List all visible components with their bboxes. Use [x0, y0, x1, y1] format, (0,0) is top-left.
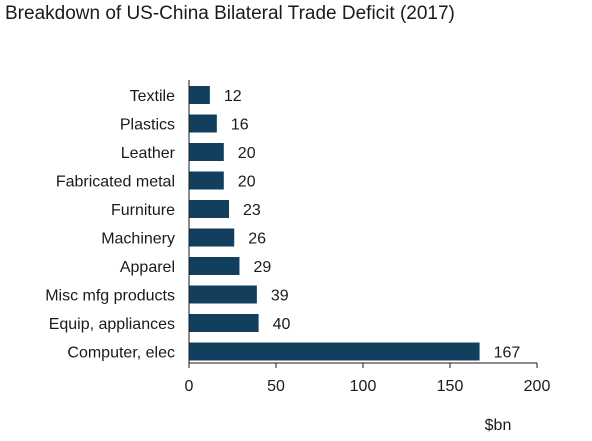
bar	[189, 86, 210, 104]
category-label: Misc mfg products	[45, 288, 175, 305]
data-label: 40	[273, 316, 291, 333]
data-label: 23	[243, 202, 261, 219]
data-label: 39	[271, 288, 289, 305]
bar	[189, 200, 229, 218]
category-label: Machinery	[101, 231, 175, 248]
category-label: Plastics	[120, 117, 175, 134]
data-label: 20	[238, 174, 256, 191]
category-label: Equip, appliances	[49, 316, 175, 333]
bar	[189, 115, 217, 133]
category-label: Textile	[130, 88, 175, 105]
x-tick-label: 100	[350, 378, 377, 395]
data-label: 29	[253, 259, 271, 276]
data-label: 16	[231, 117, 249, 134]
category-label: Furniture	[111, 202, 175, 219]
category-label: Apparel	[120, 259, 175, 276]
data-label: 20	[238, 145, 256, 162]
data-label: 12	[224, 88, 242, 105]
data-label: 26	[248, 231, 266, 248]
category-label: Leather	[121, 145, 176, 162]
data-label: 167	[494, 345, 521, 362]
category-label: Fabricated metal	[56, 174, 175, 191]
bar	[189, 229, 234, 247]
x-tick-label: 200	[524, 378, 551, 395]
x-axis-label: $bn	[485, 417, 512, 434]
bar	[189, 172, 224, 190]
bars-layer: Textile 12 Plastics 16 Leather 20 Fabricated m…	[45, 86, 520, 362]
bar	[189, 143, 224, 161]
x-tick-label: 0	[185, 378, 194, 395]
bar	[189, 343, 480, 361]
bar	[189, 257, 239, 275]
bar	[189, 314, 259, 332]
x-tick-label: 50	[267, 378, 285, 395]
x-tick-label: 150	[437, 378, 464, 395]
bar	[189, 286, 257, 304]
category-label: Computer, elec	[67, 345, 175, 362]
